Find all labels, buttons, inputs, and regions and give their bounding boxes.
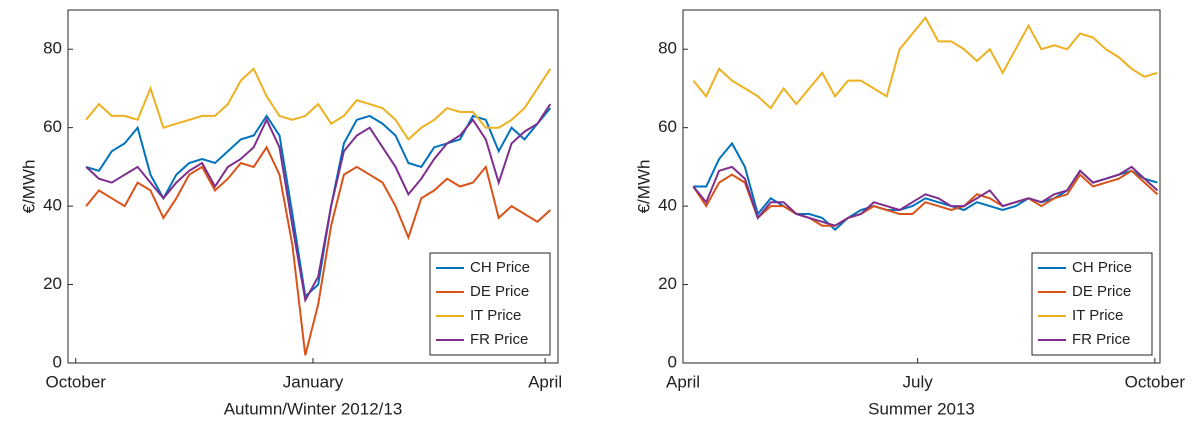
x-tick-label: July <box>903 372 934 391</box>
legend-box <box>429 252 551 356</box>
y-tick-label: 20 <box>43 274 62 293</box>
legend-box <box>1031 252 1153 356</box>
legend-label: DE Price <box>470 283 529 300</box>
y-tick-label: 40 <box>43 196 62 215</box>
x-axis-label: Autumn/Winter 2012/13 <box>224 399 403 418</box>
legend-label: CH Price <box>470 259 530 276</box>
legend-label: FR Price <box>1072 331 1130 348</box>
y-tick-label: 0 <box>668 352 677 371</box>
legend-label: CH Price <box>1072 259 1132 276</box>
series-line <box>692 165 1159 227</box>
x-axis-label: Summer 2013 <box>868 399 975 418</box>
series-line <box>85 103 552 304</box>
legend: CH Price DE Price IT Price FR Price <box>429 252 551 356</box>
legend-label: DE Price <box>1072 283 1131 300</box>
series-line <box>85 145 551 356</box>
subplot: 0 20 40 60 80 April July October Summer 2013 €/MW… <box>634 9 1186 418</box>
y-tick-label: 60 <box>43 117 62 136</box>
legend-label: IT Price <box>1072 307 1123 324</box>
y-tick-label: 20 <box>658 274 677 293</box>
y-tick-label: 40 <box>658 196 677 215</box>
y-tick-label: 80 <box>43 39 62 58</box>
legend: CH Price DE Price IT Price FR Price <box>1031 252 1153 356</box>
y-axis-label: €/MWh <box>634 160 653 214</box>
legend-label: FR Price <box>470 331 528 348</box>
x-tick-label: April <box>528 372 562 391</box>
x-tick-label: October <box>45 372 106 391</box>
y-tick-label: 80 <box>658 39 677 58</box>
x-tick-label: January <box>283 372 344 391</box>
y-tick-label: 60 <box>658 117 677 136</box>
x-tick-label: October <box>1125 372 1186 391</box>
subplot: 0 20 40 60 80 October January April Autumn/Winte… <box>19 9 562 418</box>
series-line <box>85 67 552 141</box>
series-line <box>692 169 1159 227</box>
y-axis-label: €/MWh <box>19 160 38 214</box>
x-tick-label: April <box>666 372 700 391</box>
series-line <box>692 16 1158 110</box>
legend-label: IT Price <box>470 307 521 324</box>
y-tick-label: 0 <box>53 352 62 371</box>
